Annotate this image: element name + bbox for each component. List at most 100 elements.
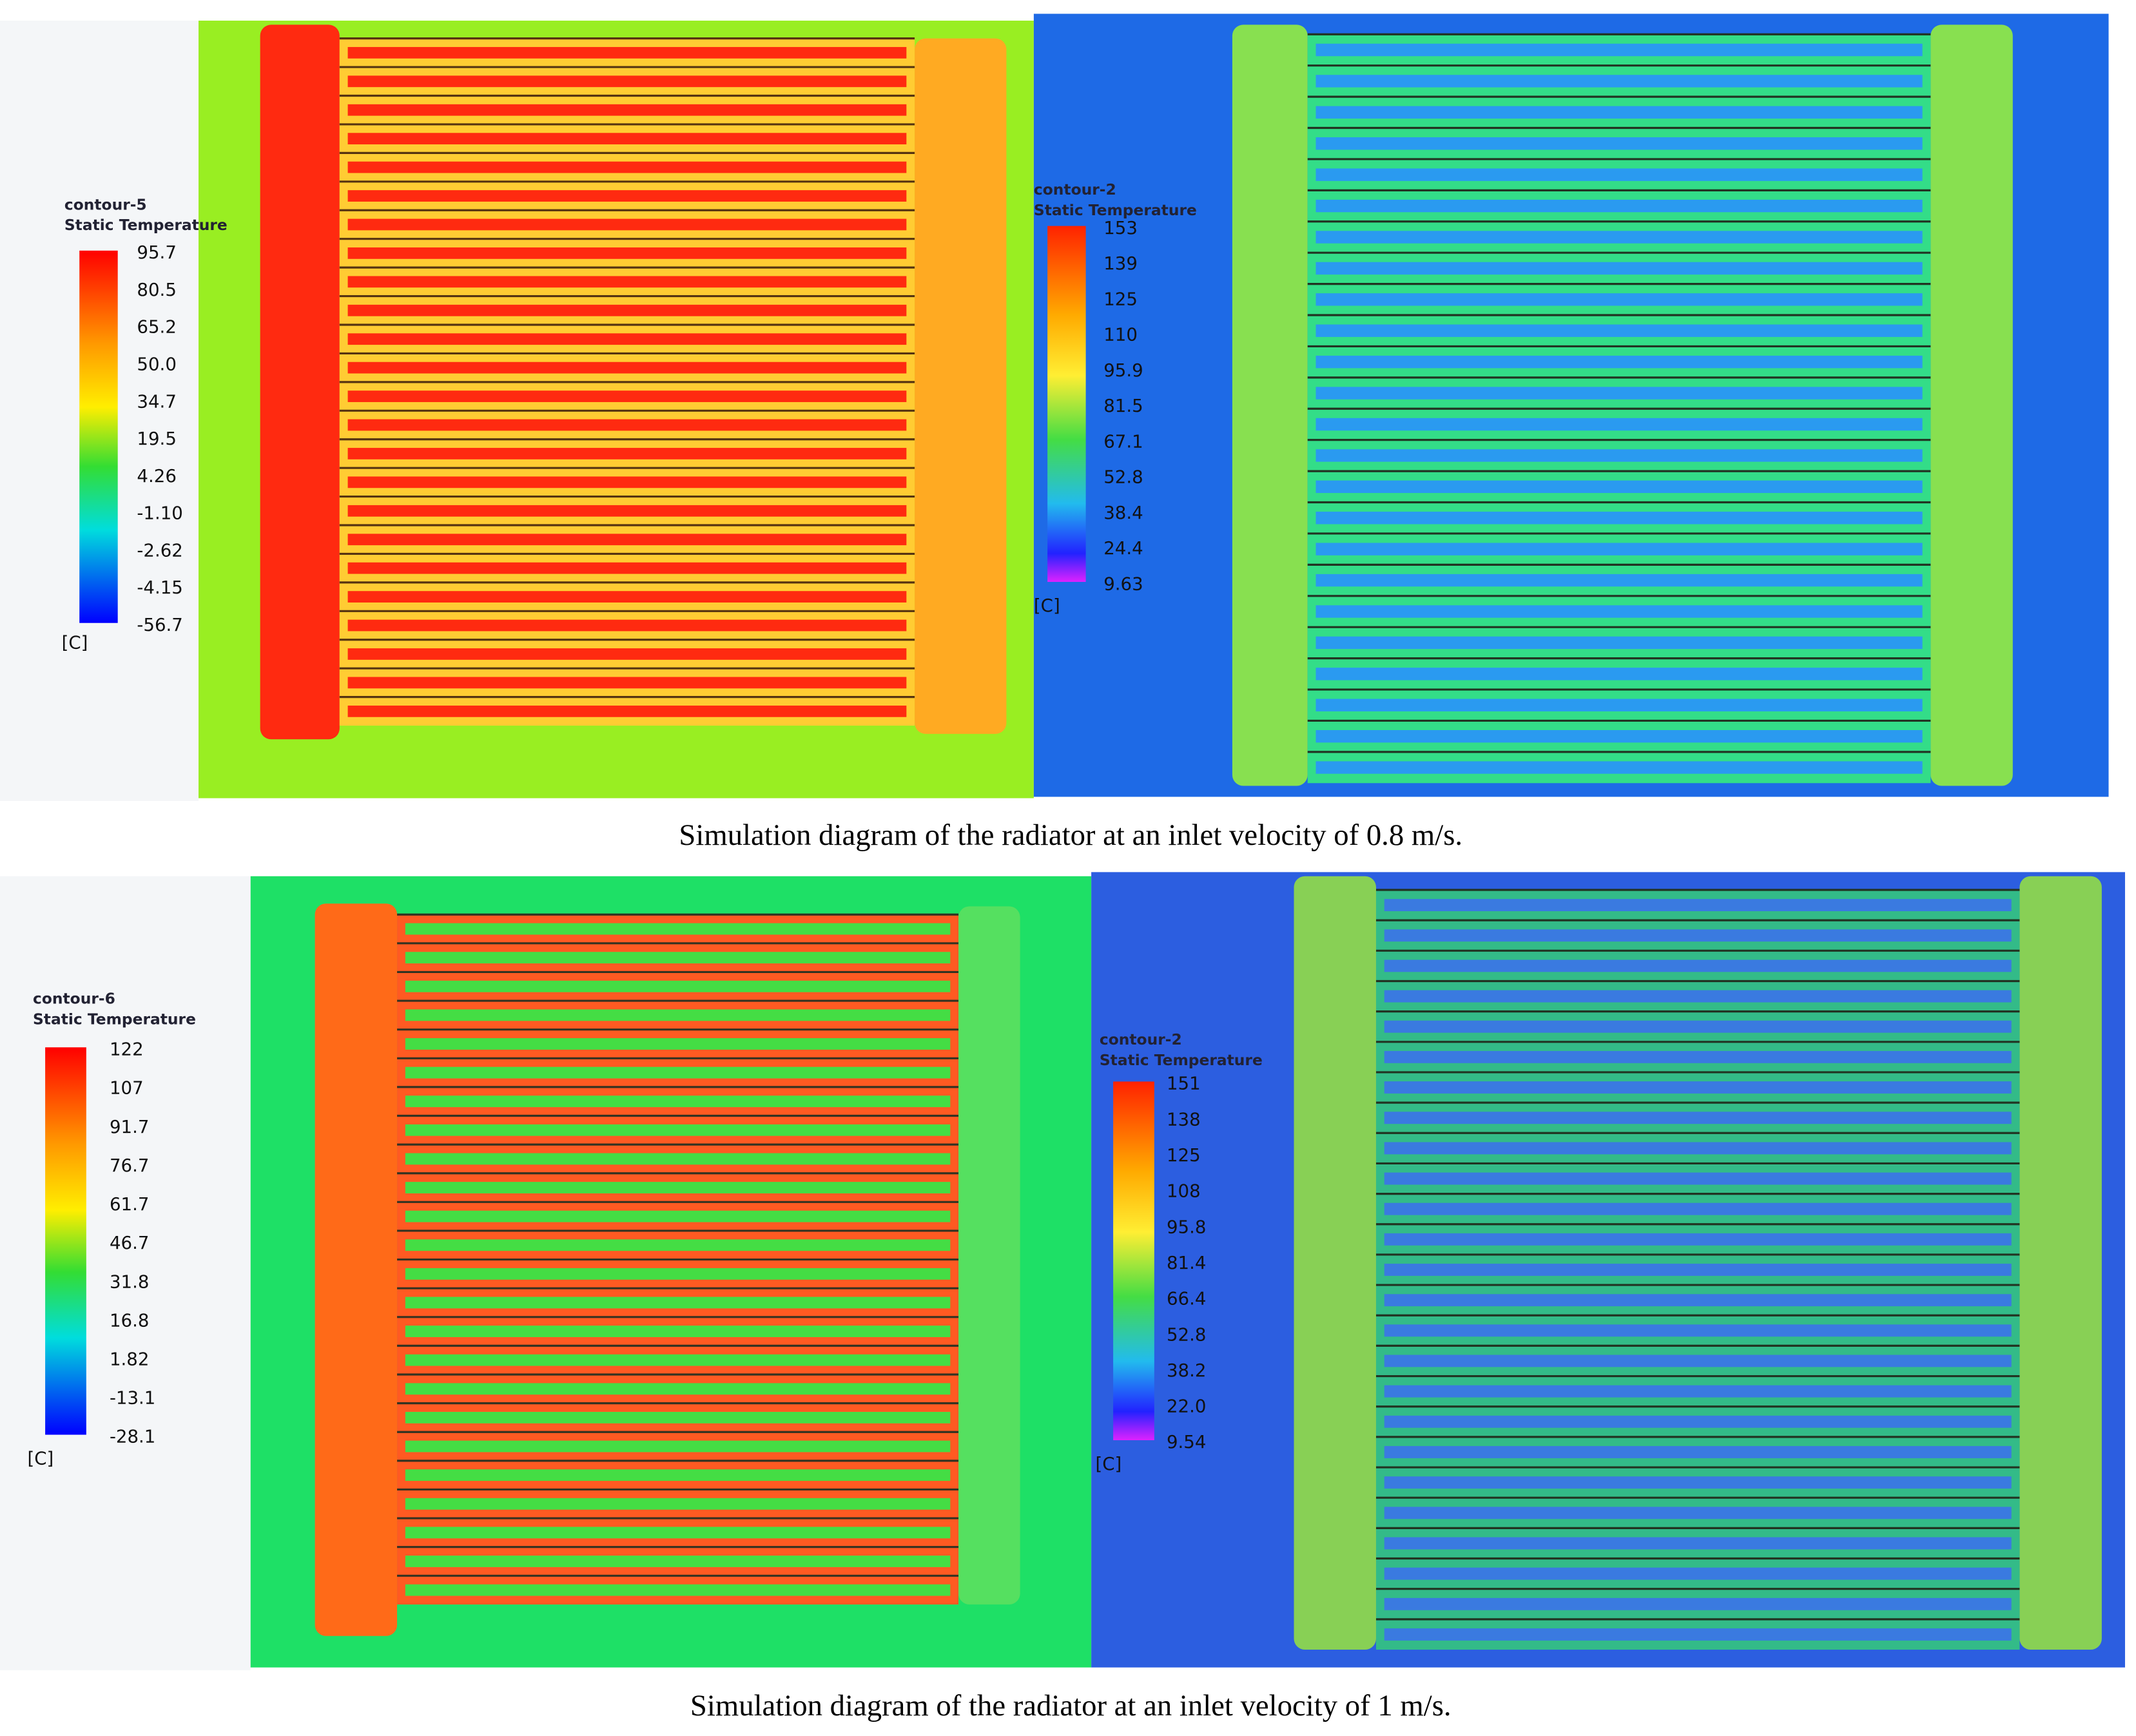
fin-core [1384,1597,2012,1610]
legend-label: 34.7 [137,391,176,412]
fin-core [347,75,907,88]
fin-core [1384,1385,2012,1398]
fin-core [405,1383,951,1395]
fin-core [347,133,907,145]
color-bar [1113,1081,1154,1440]
legend-label: 46.7 [110,1232,149,1253]
legend-label: 95.7 [137,242,176,263]
fin-core [347,505,907,517]
fin-core [1384,1112,2012,1124]
fin-core [1384,1081,2012,1094]
legend-label: 110 [1103,324,1138,345]
legend-label: -13.1 [110,1387,155,1409]
legend-label: 125 [1103,288,1138,309]
fin-core [1384,1294,2012,1307]
fin-core [405,1584,951,1596]
fin-core [405,1268,951,1280]
fin-core [1316,761,1923,774]
legend-label: 52.8 [1103,467,1143,488]
caption: Simulation diagram of the radiator at an… [679,818,1462,852]
caption: Simulation diagram of the radiator at an… [690,1689,1452,1722]
fin-core [405,1095,951,1108]
fin-core [1316,262,1923,275]
legend-label: 65.2 [137,316,176,338]
fin-core [1384,1537,2012,1550]
fin-core [1316,355,1923,369]
legend-unit: [C] [1095,1453,1121,1474]
fin-core [1384,929,2012,942]
fin-core [1316,75,1923,88]
fin-core [347,104,907,116]
legend-label: 24.4 [1103,537,1143,559]
legend-quantity: Static Temperature [1100,1051,1263,1069]
legend-label: 125 [1167,1144,1201,1166]
legend-label: 95.9 [1103,360,1143,381]
fin-core [405,923,951,935]
fin-core [1316,512,1923,525]
legend-label: 122 [110,1039,144,1060]
legend-label: 107 [110,1077,144,1099]
fin-core [405,1009,951,1021]
fin-core [1384,1264,2012,1276]
fin-core [1316,137,1923,150]
legend-label: -28.1 [110,1426,155,1447]
legend-label: -4.15 [137,577,182,598]
fin-core [1384,899,2012,912]
fin-core [1384,1142,2012,1155]
legend-label: 16.8 [110,1309,149,1331]
legend-label: -2.62 [137,539,182,561]
fin-core [1384,1507,2012,1519]
fin-core [405,1124,951,1136]
fin-core [405,1038,951,1050]
fin-core [1384,1050,2012,1063]
color-bar [45,1047,86,1435]
fin-core [347,677,907,689]
fin-core [1384,1567,2012,1580]
legend-label: 108 [1167,1181,1201,1202]
fin-core [1316,418,1923,431]
fin-core [1316,199,1923,213]
fin-core [347,362,907,374]
fin-core [1316,699,1923,711]
legend-label: 52.8 [1167,1324,1206,1345]
fin-core [347,419,907,431]
legend-label: 38.2 [1167,1360,1206,1381]
fin-core [347,705,907,717]
fin-core [347,218,907,231]
legend-label: 91.7 [110,1116,149,1137]
legend-title: contour-2 [1034,180,1116,198]
fin-core [405,1210,951,1222]
legend-title: contour-5 [64,195,147,213]
fin-core [1384,1415,2012,1428]
fin-core [347,161,907,173]
legend-label: 76.7 [110,1155,149,1176]
fin-core [1316,729,1923,743]
legend: contour-6 Static Temperature 122 107 91.7 76.… [27,989,195,1469]
fin-core [347,619,907,632]
fin-core [405,1440,951,1452]
fin-core [1316,480,1923,494]
color-bar [79,250,118,623]
fin-core [405,1527,951,1539]
legend-label: -1.10 [137,503,182,524]
fin-core [347,562,907,574]
legend-unit: [C] [1034,595,1060,616]
legend-label: 1.82 [110,1348,149,1369]
fin-core [1316,543,1923,555]
legend-label: 61.7 [110,1193,149,1215]
fin-core [1384,960,2012,972]
fin-core [405,1153,951,1165]
simulation-images [0,14,2126,1670]
fin-core [347,476,907,488]
fin-core [1384,1476,2012,1489]
fin-core [1384,1172,2012,1185]
fin-core [1316,668,1923,680]
fin-core [405,1066,951,1079]
fin-core [1316,636,1923,650]
fin-core [405,1239,951,1251]
fin-core [347,591,907,603]
legend: contour-2 Static Temperature 151 138 125 108 9… [1095,1030,1262,1474]
